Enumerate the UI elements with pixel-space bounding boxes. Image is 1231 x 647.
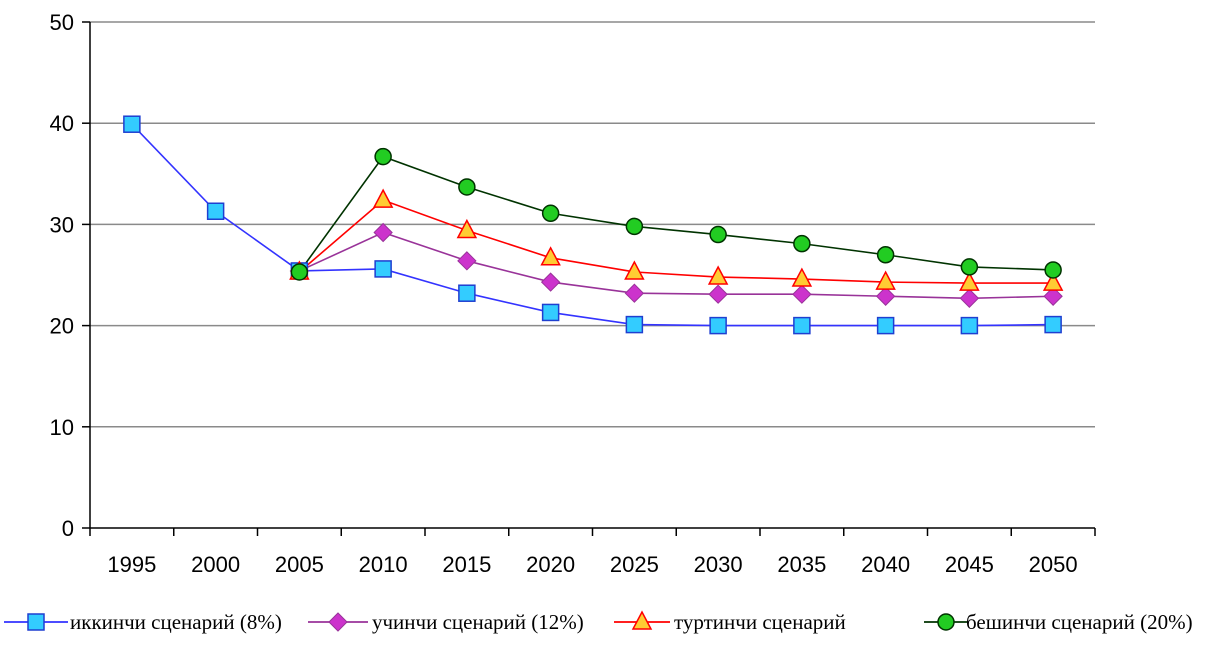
series-2: [299, 232, 1053, 298]
series-4: [299, 157, 1053, 272]
series-markers-4: [291, 149, 1061, 280]
data-point: [1045, 262, 1061, 278]
data-point: [960, 289, 978, 307]
y-tick-labels: 0 10 20 30 40 50: [50, 10, 74, 541]
y-tick-label: 30: [50, 212, 74, 237]
data-point: [633, 612, 651, 629]
data-point: [877, 287, 895, 305]
x-tick-label: 2020: [526, 552, 575, 577]
y-tick-label: 20: [50, 314, 74, 339]
x-tick-label: 1995: [107, 552, 156, 577]
y-tick-label: 0: [62, 516, 74, 541]
series-line: [299, 232, 1053, 298]
y-tick-label: 40: [50, 111, 74, 136]
data-point: [938, 614, 954, 630]
x-tick-label: 2000: [191, 552, 240, 577]
data-point: [625, 284, 643, 302]
y-tick-label: 10: [50, 415, 74, 440]
x-tick-label: 2040: [861, 552, 910, 577]
grid-lines: [90, 22, 1095, 427]
data-point: [374, 223, 392, 241]
legend-item-1: иккинчи сценарий (8%): [4, 610, 282, 634]
data-point: [626, 218, 642, 234]
series-markers-2: [290, 223, 1062, 307]
x-tick-label: 2045: [945, 552, 994, 577]
data-point: [291, 264, 307, 280]
data-point: [710, 318, 726, 334]
data-point: [794, 318, 810, 334]
data-point: [1045, 317, 1061, 333]
data-point: [374, 190, 392, 207]
legend-item-4: бешинчи сценарий (20%): [924, 610, 1193, 634]
y-tick-label: 50: [50, 10, 74, 35]
data-point: [877, 272, 895, 289]
data-point: [878, 318, 894, 334]
data-point: [28, 614, 44, 630]
legend-item-2: учинчи сценарий (12%): [308, 610, 584, 634]
data-point: [124, 116, 140, 132]
data-point: [961, 318, 977, 334]
data-point: [710, 227, 726, 243]
data-point: [459, 179, 475, 195]
x-tick-label: 2015: [442, 552, 491, 577]
data-point: [375, 149, 391, 165]
data-point: [208, 203, 224, 219]
legend-label: туртинчи сценарий: [674, 610, 846, 634]
data-point: [458, 252, 476, 270]
x-tick-label: 2030: [694, 552, 743, 577]
x-tick-labels: 1995 2000 2005 2010 2015 2020 2025 2030 2035 2040…: [107, 552, 1077, 577]
legend-label: бешинчи сценарий (20%): [966, 610, 1193, 634]
data-point: [542, 273, 560, 291]
data-point: [329, 613, 347, 631]
x-tick-label: 2005: [275, 552, 324, 577]
data-point: [878, 247, 894, 263]
legend-label: иккинчи сценарий (8%): [70, 610, 282, 634]
data-point: [961, 259, 977, 275]
x-tick-label: 2010: [359, 552, 408, 577]
x-tick-label: 2035: [777, 552, 826, 577]
data-point: [543, 205, 559, 221]
legend-label: учинчи сценарий (12%): [372, 610, 584, 634]
data-point: [709, 285, 727, 303]
data-point: [459, 285, 475, 301]
data-point: [793, 285, 811, 303]
x-tick-label: 2025: [610, 552, 659, 577]
data-point: [709, 267, 727, 284]
legend: иккинчи сценарий (8%) учинчи сценарий (12…: [4, 610, 1193, 634]
axes: [82, 22, 1095, 536]
data-point: [793, 269, 811, 286]
data-point: [543, 304, 559, 320]
data-point: [794, 236, 810, 252]
data-point: [375, 261, 391, 277]
series-line: [299, 157, 1053, 272]
data-point: [626, 317, 642, 333]
legend-item-3: туртинчи сценарий: [614, 610, 846, 634]
x-tick-label: 2050: [1029, 552, 1078, 577]
